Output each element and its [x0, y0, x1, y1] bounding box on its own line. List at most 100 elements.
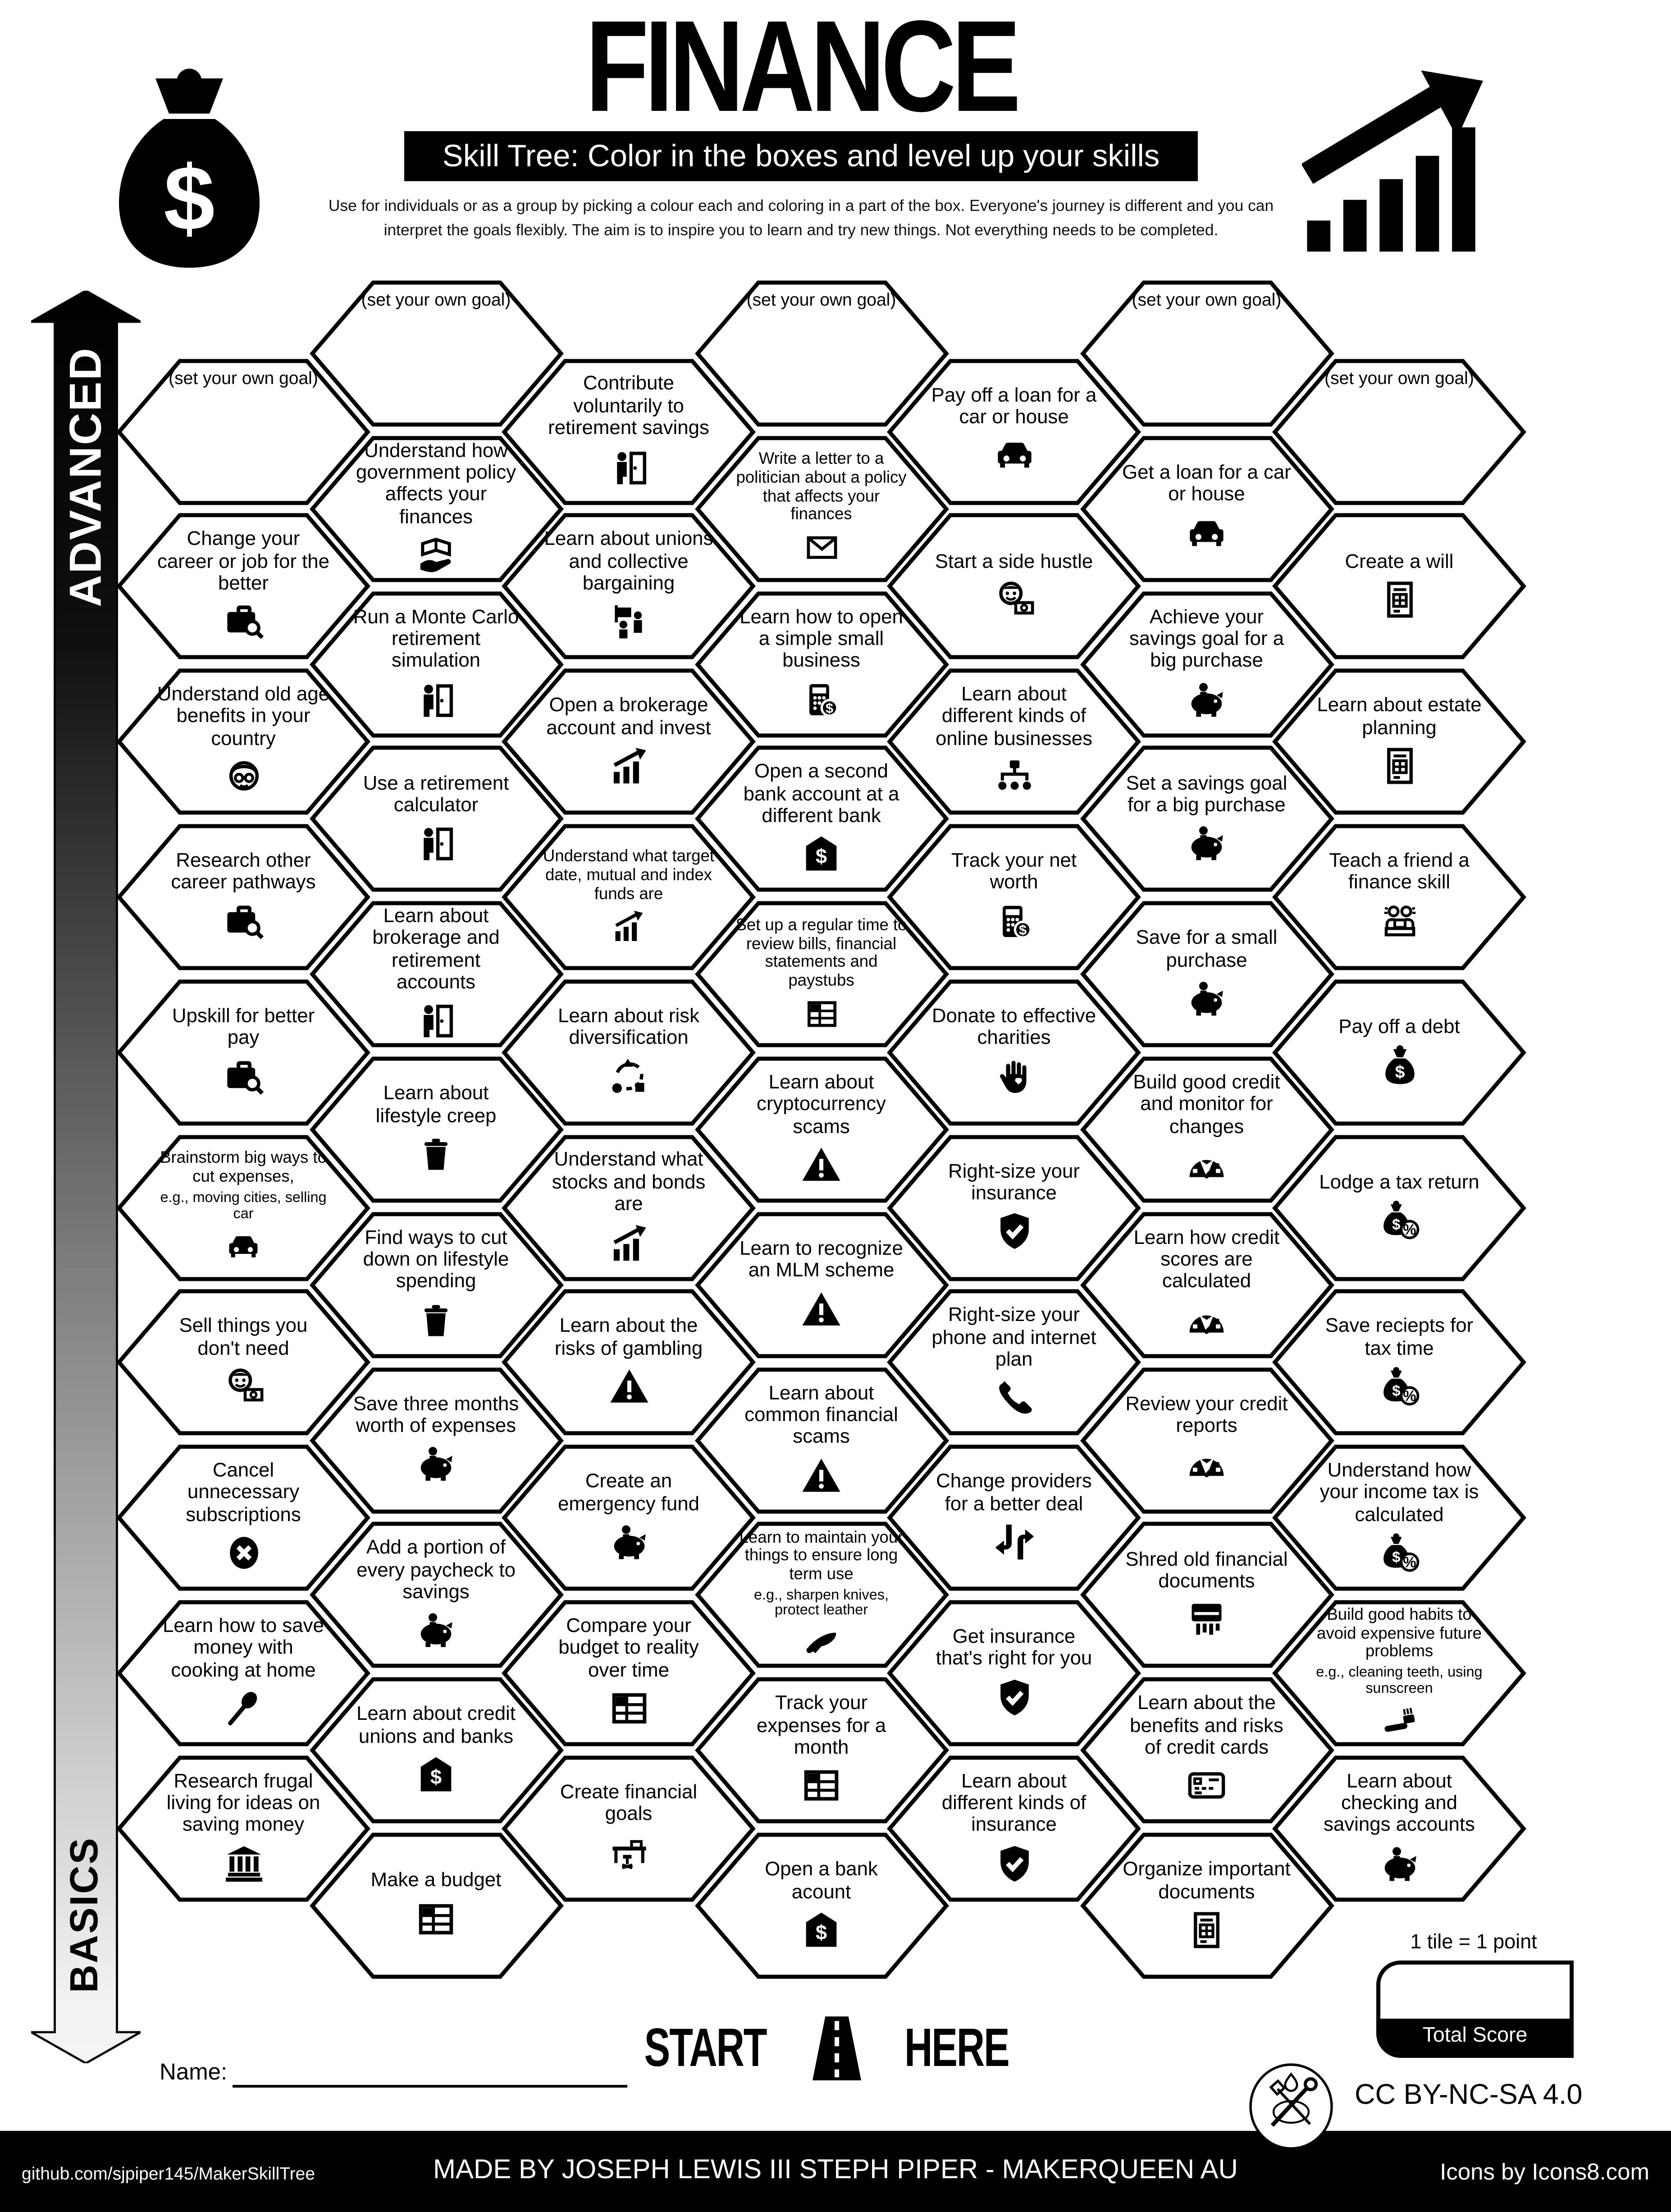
- hex-tile[interactable]: Understand how government policy affects…: [309, 435, 563, 582]
- hex-tile[interactable]: (set your own goal): [694, 280, 949, 427]
- hex-tile[interactable]: Open a second bank account at a differen…: [694, 745, 949, 893]
- hex-tile[interactable]: Organize important documents: [1079, 1832, 1334, 1979]
- hex-tile[interactable]: Donate to effective charities: [887, 978, 1141, 1126]
- hex-tile[interactable]: Cancel unnecessary subscriptions: [116, 1444, 370, 1591]
- hex-tile-sublabel: e.g., moving cities, selling car: [160, 1189, 327, 1222]
- hex-tile[interactable]: Learn how to open a simple small busines…: [694, 590, 949, 738]
- hex-tile[interactable]: Run a Monte Carlo retirement simulation: [309, 590, 563, 738]
- hex-tile[interactable]: Change providers for a better deal: [887, 1444, 1141, 1591]
- hex-tile-label: Understand what stocks and bonds are: [552, 1150, 706, 1216]
- hex-tile[interactable]: Learn about checking and savings account…: [1272, 1755, 1526, 1902]
- hexagon-outline: [309, 1211, 563, 1358]
- hex-tile[interactable]: Set up a regular time to review bills, f…: [694, 901, 949, 1048]
- hex-tile[interactable]: Research frugal living for ideas on savi…: [116, 1755, 370, 1902]
- hex-tile[interactable]: Create a will: [1272, 513, 1526, 660]
- hex-tile[interactable]: Save three months worth of expenses: [309, 1367, 563, 1514]
- hex-tile[interactable]: Track your expenses for a month: [694, 1677, 949, 1824]
- description-line1: Use for individuals or as a group by pic…: [328, 196, 1274, 215]
- hex-tile[interactable]: Learn how to save money with cooking at …: [116, 1600, 370, 1747]
- hex-tile[interactable]: Brainstorm big ways to cut expenses, e.g.…: [116, 1134, 370, 1281]
- hex-tile[interactable]: Upskill for better pay: [116, 978, 370, 1126]
- hex-tile[interactable]: Write a letter to a politician about a p…: [694, 435, 949, 582]
- piggy-bank-icon: [1184, 821, 1229, 866]
- hex-tile[interactable]: Make a budget: [309, 1832, 563, 1979]
- hex-tile[interactable]: Research other career pathways: [116, 823, 370, 971]
- hex-tile[interactable]: Build good habits to avoid expensive fut…: [1272, 1600, 1526, 1747]
- hex-tile[interactable]: Right-size your phone and internet plan: [887, 1289, 1141, 1436]
- hex-tile[interactable]: Understand old age benefits in your coun…: [116, 668, 370, 815]
- total-score-entry-area[interactable]: [1380, 1965, 1570, 2019]
- hex-tile[interactable]: Learn about lifestyle creep: [309, 1056, 563, 1203]
- hex-tile[interactable]: Right-size your insurance: [887, 1134, 1141, 1281]
- hex-tile[interactable]: Understand how your income tax is calcul…: [1272, 1444, 1526, 1591]
- hex-tile-label: Save three months worth of expenses: [353, 1394, 519, 1438]
- person-door-icon: [414, 998, 458, 1043]
- hex-tile[interactable]: Learn about the risks of gambling: [502, 1289, 756, 1436]
- hex-tile[interactable]: Save for a small purchase: [1079, 901, 1334, 1048]
- hexagon-outline: [309, 1367, 563, 1513]
- svg-text:$: $: [816, 1921, 827, 1944]
- hex-tile[interactable]: Save reciepts for tax time $%: [1272, 1289, 1526, 1436]
- hex-tile[interactable]: Learn to maintain your things to ensure …: [694, 1522, 949, 1669]
- hex-tile[interactable]: Start a side hustle: [887, 513, 1141, 660]
- hex-tile[interactable]: Lodge a tax return $%: [1272, 1134, 1526, 1281]
- hex-tile[interactable]: (set your own goal): [116, 358, 370, 505]
- hex-tile[interactable]: Learn how credit scores are calculated: [1079, 1211, 1334, 1358]
- hex-tile[interactable]: (set your own goal): [309, 280, 563, 427]
- hex-tile[interactable]: Pay off a debt $: [1272, 978, 1526, 1126]
- hex-tile[interactable]: Learn about the benefits and risks of cr…: [1079, 1677, 1334, 1824]
- hex-tile[interactable]: Get a loan for a car or house: [1079, 435, 1334, 582]
- hex-tile[interactable]: Sell things you don't need: [116, 1289, 370, 1436]
- hex-tile[interactable]: Learn about different kinds of online bu…: [887, 668, 1141, 815]
- gauge-icon: [1184, 1143, 1229, 1187]
- hex-tile[interactable]: Change your career or job for the better: [116, 513, 370, 660]
- hexagon-outline: [887, 358, 1141, 504]
- hex-tile-label: Cancel unnecessary subscriptions: [186, 1460, 301, 1526]
- hex-tile[interactable]: Review your credit reports: [1079, 1367, 1334, 1514]
- hex-tile[interactable]: Create financial goals: [502, 1755, 756, 1902]
- hex-tile[interactable]: Contribute voluntarily to retirement sav…: [502, 358, 756, 505]
- footer-made-by: MADE BY JOSEPH LEWIS III STEPH PIPER - M…: [433, 2155, 1238, 2185]
- hex-tile[interactable]: Find ways to cut down on lifestyle spend…: [309, 1211, 563, 1358]
- hex-tile[interactable]: Learn about unions and collective bargai…: [502, 513, 756, 660]
- hex-tile[interactable]: Learn about brokerage and retirement acc…: [309, 901, 563, 1048]
- hex-tile[interactable]: Build good credit and monitor for change…: [1079, 1056, 1334, 1203]
- hex-tile-label: Learn about credit unions and banks: [356, 1704, 516, 1748]
- hex-tile[interactable]: Use a retirement calculator: [309, 745, 563, 893]
- piggy-bank-icon: [1184, 677, 1229, 722]
- hex-tile[interactable]: Open a bank acount $: [694, 1832, 949, 1979]
- hex-tile[interactable]: (set your own goal): [1272, 358, 1526, 505]
- hex-tile[interactable]: Learn about cryptocurrency scams: [694, 1056, 949, 1203]
- footer-icons-credit[interactable]: Icons by Icons8.com: [1440, 2159, 1649, 2185]
- calculator-dollar-icon: $: [992, 899, 1036, 943]
- hex-tile[interactable]: Set a savings goal for a big purchase: [1079, 745, 1334, 893]
- hex-tile[interactable]: Track your net worth $: [887, 823, 1141, 971]
- hex-tile[interactable]: Learn about common financial scams: [694, 1367, 949, 1514]
- hex-tile[interactable]: Understand what stocks and bonds are: [502, 1134, 756, 1281]
- hex-tile[interactable]: Achieve your savings goal for a big purc…: [1079, 590, 1334, 738]
- hex-tile[interactable]: Learn about credit unions and banks $: [309, 1677, 563, 1824]
- money-bag-percent-icon: $%: [1377, 1364, 1422, 1409]
- hex-tile[interactable]: Understand what target date, mutual and …: [502, 823, 756, 971]
- hex-tile-label: Learn about different kinds of online bu…: [935, 684, 1093, 750]
- hex-tile[interactable]: (set your own goal): [1079, 280, 1334, 427]
- hex-tile[interactable]: Learn about estate planning: [1272, 668, 1526, 815]
- hex-tile[interactable]: Create an emergency fund: [502, 1444, 756, 1591]
- hex-tile[interactable]: Pay off a loan for a car or house: [887, 358, 1141, 505]
- person-door-icon: [607, 444, 651, 489]
- hex-tile[interactable]: Open a brokerage account and invest: [502, 668, 756, 815]
- hex-tile[interactable]: Learn about different kinds of insurance: [887, 1755, 1141, 1902]
- name-input-line[interactable]: [233, 2052, 627, 2088]
- footer-repo-link[interactable]: github.com/sjpiper145/MakerSkillTree: [22, 2163, 315, 2184]
- hex-tile[interactable]: Teach a friend a finance skill: [1272, 823, 1526, 971]
- hex-tile[interactable]: Learn to recognize an MLM scheme: [694, 1211, 949, 1358]
- hex-tile[interactable]: Shred old financial documents: [1079, 1522, 1334, 1669]
- hex-tile[interactable]: Compare your budget to reality over time: [502, 1600, 756, 1747]
- hex-tile[interactable]: Add a portion of every paycheck to savin…: [309, 1522, 563, 1669]
- hex-tile[interactable]: Learn about risk diversification: [502, 978, 756, 1126]
- hex-tile-label: Learn about different kinds of insurance: [941, 1771, 1087, 1837]
- briefcase-search-icon: [221, 1054, 266, 1099]
- hexagon-outline: [502, 1755, 756, 1901]
- hex-tile[interactable]: Get insurance that's right for you: [887, 1600, 1141, 1747]
